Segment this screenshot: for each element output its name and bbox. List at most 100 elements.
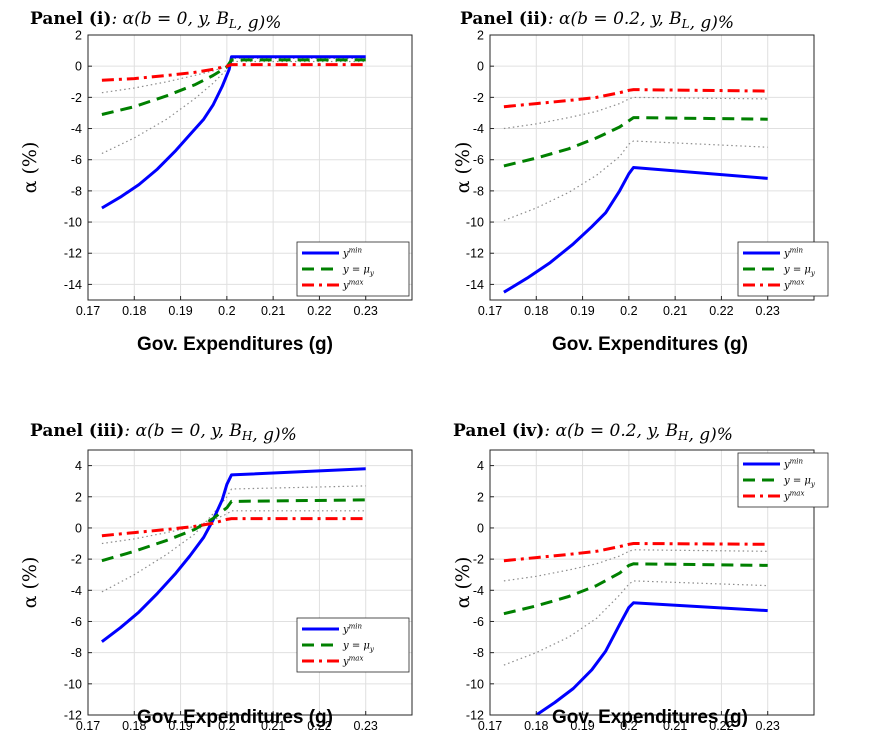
x-tick-label: 0.22 [307, 719, 331, 732]
panel-title: Panel (iv): α(b = 0.2, y, BH, g)% [453, 421, 733, 445]
y-tick-label: -14 [64, 278, 82, 292]
x-tick-label: 0.22 [307, 304, 331, 318]
y-tick-label: -6 [473, 153, 484, 167]
y-axis-label: α (%) [452, 142, 474, 194]
x-tick-label: 0.18 [122, 719, 146, 732]
x-tick-label: 0.23 [756, 304, 780, 318]
panel-label: Panel (iii) [30, 421, 124, 441]
x-tick-label: 0.22 [709, 304, 733, 318]
y-tick-label: 2 [477, 29, 484, 43]
series-line-ymean [503, 562, 768, 616]
x-tick-label: 0.17 [478, 719, 502, 732]
panel-label: Panel (ii) [460, 9, 548, 29]
y-tick-label: 2 [75, 490, 82, 504]
y-axis-label: α (%) [19, 557, 41, 609]
y-tick-label: -12 [64, 247, 82, 261]
y-tick-label: -12 [466, 247, 484, 261]
series-line-ymin [535, 601, 768, 715]
axes-frame [489, 34, 815, 301]
legend-label: ymin [783, 247, 804, 260]
x-tick-label: 0.18 [524, 719, 548, 732]
x-tick-label: 0.21 [663, 719, 687, 732]
legend-label: ymax [342, 279, 363, 292]
y-tick-label: -8 [71, 184, 82, 198]
y-tick-label: 0 [477, 60, 484, 74]
series-line-ymax [503, 88, 768, 109]
axes-frame [489, 449, 815, 716]
x-tick-label: 0.2 [218, 304, 235, 318]
y-tick-label: 0 [75, 521, 82, 535]
y-tick-label: -12 [466, 709, 484, 723]
series-group [503, 542, 768, 715]
panel-formula: : α(b = 0.2, y, BL, g)% [548, 9, 734, 33]
band-line [503, 140, 768, 222]
x-axis-label: Gov. Expenditures (g) [137, 334, 333, 355]
x-tick-label: 0.19 [168, 304, 192, 318]
y-tick-label: -4 [473, 122, 484, 136]
series-line-ymean [503, 116, 768, 168]
y-tick-label: 0 [75, 60, 82, 74]
series-line-ymean [101, 498, 366, 563]
y-tick-label: -12 [64, 709, 82, 723]
band-line [101, 510, 366, 545]
panel-formula: : α(b = 0.2, y, BH, g)% [544, 421, 733, 445]
panel-formula: : α(b = 0, y, BL, g)% [111, 9, 281, 33]
y-tick-label: -4 [71, 122, 82, 136]
y-tick-label: 4 [477, 459, 484, 473]
y-tick-label: 2 [477, 490, 484, 504]
axes-frame [87, 449, 413, 716]
x-axis-label: Gov. Expenditures (g) [552, 707, 748, 728]
y-axis-label: α (%) [19, 142, 41, 194]
series-group [503, 88, 768, 294]
x-tick-label: 0.18 [122, 304, 146, 318]
x-tick-label: 0.19 [570, 304, 594, 318]
series-line-ymax [503, 542, 768, 563]
x-tick-label: 0.17 [76, 304, 100, 318]
x-tick-label: 0.21 [261, 719, 285, 732]
y-tick-label: -10 [466, 677, 484, 691]
legend-label: ymin [342, 247, 363, 260]
y-tick-label: -14 [466, 278, 484, 292]
legend-box [296, 617, 410, 673]
series-line-ymin [503, 166, 768, 294]
plot-area [88, 450, 412, 715]
legend-label: ymin [783, 458, 804, 471]
y-tick-label: -10 [64, 216, 82, 230]
series-line-ymin [100, 467, 366, 643]
band-line [503, 580, 768, 666]
y-tick-label: -8 [473, 184, 484, 198]
legend-label: y = μy [783, 265, 816, 278]
series-line-ymean [101, 58, 366, 116]
y-tick-label: -6 [473, 615, 484, 629]
x-tick-label: 0.22 [709, 719, 733, 732]
series-line-ymax [101, 517, 366, 538]
y-tick-label: -8 [71, 646, 82, 660]
x-tick-label: 0.2 [620, 304, 637, 318]
axes-frame [87, 34, 413, 301]
y-tick-label: -4 [71, 584, 82, 598]
x-tick-label: 0.23 [354, 304, 378, 318]
panel-title: Panel (iii): α(b = 0, y, BH, g)% [30, 421, 297, 445]
legend-box [296, 241, 410, 297]
y-tick-label: -4 [473, 584, 484, 598]
x-tick-label: 0.18 [524, 304, 548, 318]
y-tick-label: -2 [473, 91, 484, 105]
panel-title: Panel (i): α(b = 0, y, BL, g)% [30, 9, 281, 33]
y-tick-label: -2 [71, 553, 82, 567]
legend-label: y = μy [783, 476, 816, 489]
x-tick-label: 0.17 [76, 719, 100, 732]
x-tick-label: 0.19 [570, 719, 594, 732]
x-tick-label: 0.23 [756, 719, 780, 732]
x-tick-label: 0.21 [261, 304, 285, 318]
x-tick-label: 0.2 [218, 719, 235, 732]
y-tick-label: -6 [71, 615, 82, 629]
y-tick-label: 4 [75, 459, 82, 473]
x-tick-label: 0.2 [620, 719, 637, 732]
x-tick-label: 0.19 [168, 719, 192, 732]
y-tick-label: -10 [466, 216, 484, 230]
legend-label: y = μy [342, 265, 375, 278]
